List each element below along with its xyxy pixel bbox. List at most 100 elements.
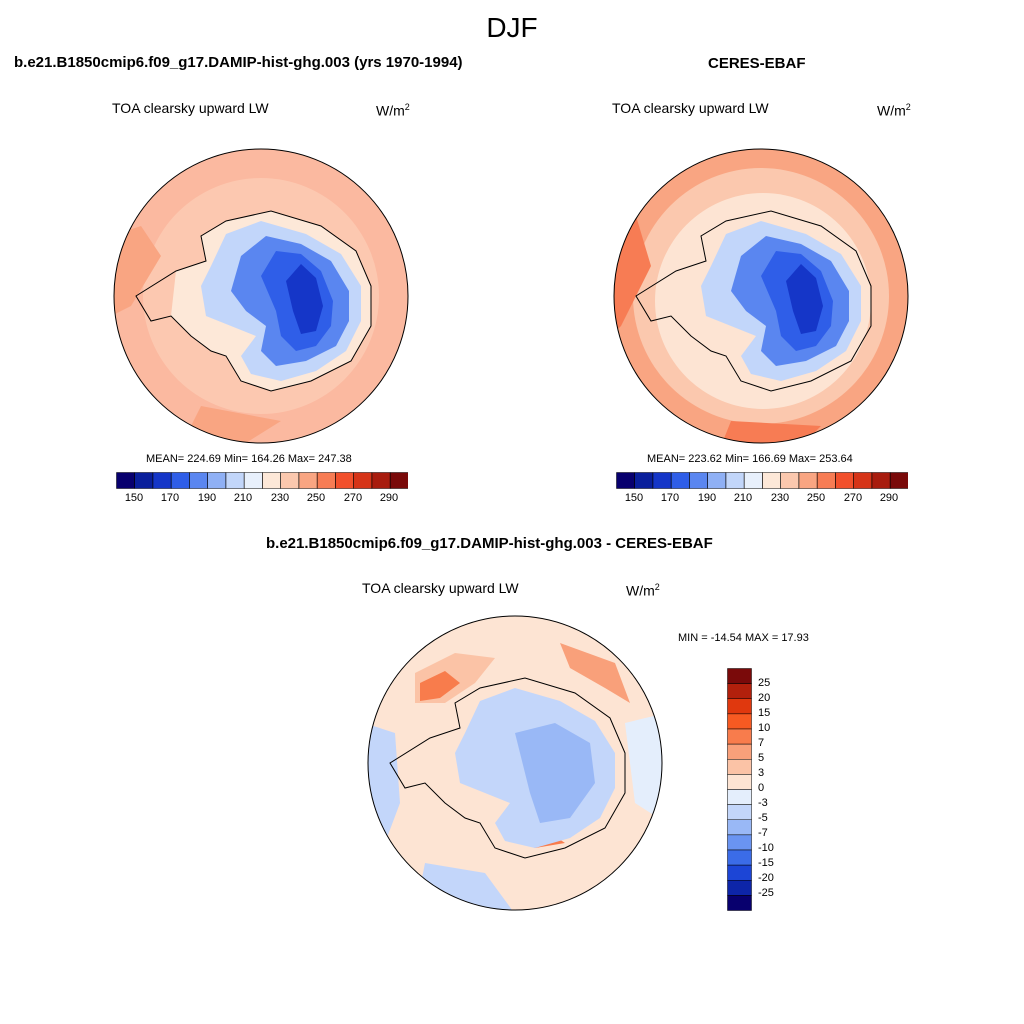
ice-sheet-diff-core [515, 723, 595, 823]
colorbar-tick-label: 15 [758, 707, 771, 719]
colorbar-swatch [371, 472, 391, 489]
panel-model-stats: MEAN= 224.69 Min= 164.26 Max= 247.38 [146, 453, 352, 465]
colorbar-tick-label: 7 [758, 737, 765, 749]
colorbar-tick-label: 290 [879, 492, 899, 504]
colorbar-tick-label: 170 [160, 492, 180, 504]
colorbar-swatch [727, 804, 752, 820]
panel-diff-units: W/m2 [626, 582, 660, 599]
warm-patch-west [114, 226, 161, 316]
colorbar-swatch [244, 472, 263, 489]
panel-model-title: b.e21.B1850cmip6.f09_g17.DAMIP-hist-ghg.… [14, 54, 463, 71]
colorbar-swatch [353, 472, 373, 489]
colorbar-swatch [262, 472, 281, 489]
figure-title: DJF [486, 12, 538, 43]
colorbar-swatch [727, 849, 752, 866]
panel-model-map [113, 148, 409, 444]
colorbar-swatch [725, 472, 745, 489]
panel-model-colorbar [116, 472, 408, 489]
panel-obs-colorbar [616, 472, 908, 489]
colorbar-swatch [152, 472, 172, 489]
colorbar-swatch [707, 472, 727, 489]
colorbar-swatch [727, 698, 752, 715]
colorbar-swatch [835, 472, 854, 489]
colorbar-swatch [727, 713, 752, 730]
colorbar-tick-label: 230 [270, 492, 290, 504]
colorbar-swatch [189, 472, 208, 489]
colorbar-swatch [727, 759, 752, 775]
colorbar-tick-label: 0 [758, 782, 765, 794]
panel-model-field-label: TOA clearsky upward LW [112, 100, 269, 116]
colorbar-tick-label: -25 [758, 887, 774, 899]
colorbar-swatch [780, 472, 800, 489]
colorbar-swatch [671, 472, 690, 489]
panel-obs-stats: MEAN= 223.62 Min= 166.69 Max= 253.64 [647, 453, 853, 465]
colorbar-swatch [335, 472, 354, 489]
colorbar-swatch [727, 880, 752, 896]
panel-diff-colorbar-labels: 25 20 15 10 7 5 3 0 -3 -5 -7 -10 -15 -20… [758, 668, 798, 912]
colorbar-tick-label: 210 [733, 492, 753, 504]
colorbar-swatch [298, 472, 318, 489]
panel-diff-field-label: TOA clearsky upward LW [362, 580, 519, 596]
coastline [135, 210, 372, 392]
colorbar-swatch [280, 472, 300, 489]
colorbar-swatch [116, 472, 135, 489]
panel-diff-title: b.e21.B1850cmip6.f09_g17.DAMIP-hist-ghg.… [266, 535, 713, 552]
colorbar-swatch [871, 472, 891, 489]
colorbar-swatch [727, 743, 752, 760]
panel-obs-units: W/m2 [877, 102, 911, 119]
colorbar-tick-label: 210 [233, 492, 253, 504]
colorbar-tick-label: 250 [806, 492, 826, 504]
colorbar-swatch [390, 472, 408, 489]
colorbar-swatch [727, 668, 752, 684]
ice-sheet-dome [786, 264, 823, 334]
colorbar-tick-label: 230 [770, 492, 790, 504]
colorbar-tick-label: -15 [758, 857, 774, 869]
colorbar-swatch [727, 819, 752, 836]
colorbar-tick-label: 3 [758, 767, 765, 779]
panel-diff-colorbar [727, 668, 752, 911]
colorbar-tick-label: -3 [758, 797, 768, 809]
panel-diff-map [367, 615, 663, 911]
colorbar-swatch [727, 864, 752, 881]
colorbar-swatch [652, 472, 672, 489]
colorbar-tick-label: -20 [758, 872, 774, 884]
colorbar-swatch [727, 774, 752, 790]
colorbar-swatch [225, 472, 245, 489]
panel-diff-stats: MIN = -14.54 MAX = 17.93 [678, 632, 809, 644]
colorbar-swatch [817, 472, 836, 489]
colorbar-tick-label: 190 [197, 492, 217, 504]
colorbar-swatch [727, 834, 752, 851]
colorbar-swatch [853, 472, 873, 489]
colorbar-tick-label: 150 [124, 492, 144, 504]
panel-obs-title: CERES-EBAF [708, 55, 806, 72]
colorbar-tick-label: 250 [306, 492, 326, 504]
colorbar-swatch [727, 895, 752, 911]
colorbar-tick-label: 150 [624, 492, 644, 504]
colorbar-swatch [616, 472, 635, 489]
colorbar-tick-label: 270 [843, 492, 863, 504]
panel-obs-colorbar-labels: 150 170 190 210 230 250 270 290 [616, 492, 908, 508]
cool-patch-east [625, 713, 662, 823]
colorbar-swatch [727, 683, 752, 699]
colorbar-tick-label: -5 [758, 812, 768, 824]
panel-model-colorbar-labels: 150 170 190 210 230 250 270 290 [116, 492, 408, 508]
panel-obs-field-label: TOA clearsky upward LW [612, 100, 769, 116]
coastline [635, 210, 872, 392]
colorbar-swatch [634, 472, 654, 489]
colorbar-tick-label: 5 [758, 752, 765, 764]
colorbar-tick-label: 25 [758, 677, 771, 689]
colorbar-swatch [207, 472, 227, 489]
colorbar-tick-label: 20 [758, 692, 771, 704]
colorbar-swatch [890, 472, 908, 489]
colorbar-tick-label: 10 [758, 722, 771, 734]
panel-obs-map [613, 148, 909, 444]
colorbar-swatch [798, 472, 818, 489]
warm-patch-northeast [560, 643, 630, 703]
colorbar-tick-label: 190 [697, 492, 717, 504]
colorbar-swatch [171, 472, 190, 489]
panel-model-units: W/m2 [376, 102, 410, 119]
colorbar-tick-label: 270 [343, 492, 363, 504]
colorbar-swatch [727, 728, 752, 745]
colorbar-tick-label: -10 [758, 842, 774, 854]
colorbar-swatch [762, 472, 781, 489]
